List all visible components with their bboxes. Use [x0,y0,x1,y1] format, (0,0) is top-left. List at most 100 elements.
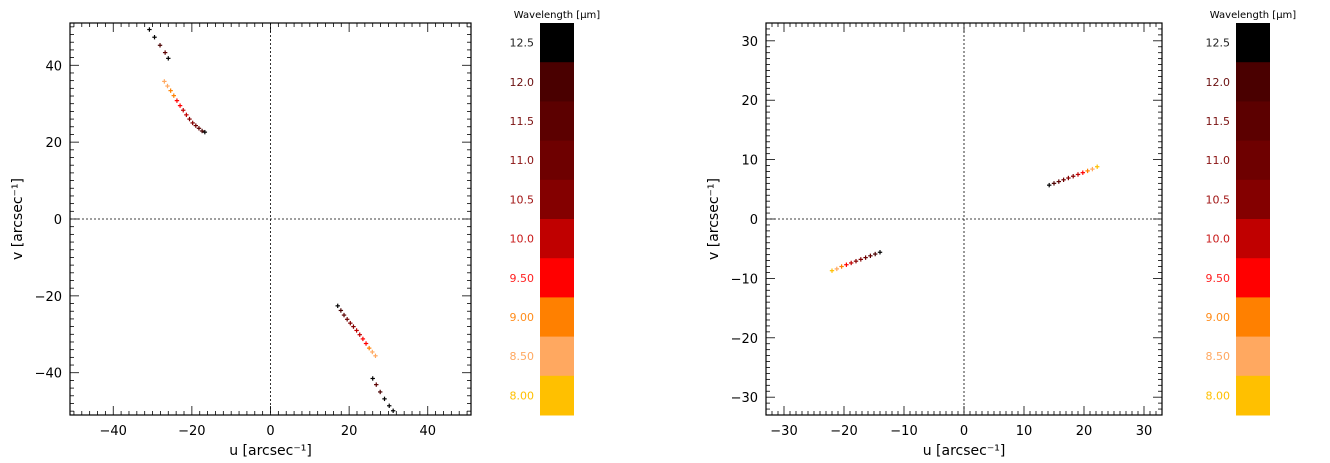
uv-point [190,120,195,126]
uv-point [181,108,186,113]
colorbar-label: 11.5 [1206,115,1231,128]
uv-point [341,312,347,318]
uv-point [1061,177,1066,182]
x-tick-label: 20 [341,424,358,439]
colorbar-label: 10.5 [510,193,535,206]
y-tick-label: 30 [741,35,758,50]
left-uv-plot: −40 −20 0 20 40 −40 −20 0 20 40 u [arcsec⁻¹] v [arc… [10,22,472,459]
colorbar-swatch [1236,336,1270,377]
uv-point [1047,182,1052,188]
uv-point [344,317,350,322]
uv-point [382,396,387,402]
colorbar-swatch [1236,140,1270,181]
x-tick-label: −20 [178,424,205,439]
colorbar-swatch [1236,101,1270,142]
x-tick-label: 30 [1136,424,1153,439]
uv-point [1085,168,1090,174]
colorbar-label: 9.00 [1206,311,1231,324]
uv-point [873,251,878,257]
uv-point [373,353,378,359]
uv-point [351,324,356,329]
colorbar-label: 12.0 [510,76,535,89]
uv-point [370,376,375,381]
y-tick-label: −40 [35,367,62,382]
colorbar-label: 12.5 [510,37,535,50]
y-tick-label: −20 [35,290,62,305]
uv-point [390,408,396,413]
y-tick-label: −20 [731,332,758,347]
y-tick-label: 10 [741,154,758,169]
colorbar-swatch [1236,219,1270,259]
uv-point [868,253,873,259]
uv-point [157,43,163,48]
colorbar-swatch [540,62,574,102]
x-tick-label: 20 [1076,424,1093,439]
uv-point [1090,166,1095,172]
uv-point [196,126,202,131]
x-tick-label: −10 [890,424,917,439]
colorbar-swatch [540,179,574,220]
uv-point [858,257,863,262]
colorbar-label: 11.0 [510,154,535,167]
uv-point [853,258,859,264]
uv-point [348,320,353,326]
colorbar-swatch [540,23,574,63]
uv-point [877,250,883,255]
colorbar-swatch [1236,23,1270,63]
uv-point [1071,174,1076,179]
uv-point [829,268,835,273]
x-tick-label: 0 [960,424,968,439]
colorbar-swatch [540,219,574,259]
uv-point [366,345,372,351]
colorbar-label: 12.0 [1206,76,1231,89]
right-uv-plot: −30 −20 −10 0 10 20 30 −30 −20 −10 0 10 20 30 u [arcse… [706,22,1163,459]
colorbar-swatch [540,375,574,416]
uv-point [834,266,839,272]
colorbar-swatch [1236,179,1270,220]
uv-point [162,79,167,84]
colorbar-label: 9.50 [1206,272,1231,285]
uv-point [177,103,183,108]
y-tick-label: 0 [54,213,62,228]
x-tick-label: 0 [266,424,274,439]
uv-point [1051,181,1057,186]
colorbar-title: Wavelength [μm] [1210,10,1297,21]
colorbar-label: 10.0 [510,233,535,246]
colorbar-label: 10.5 [1206,193,1231,206]
colorbar-swatch [540,258,574,298]
uv-point [199,128,205,134]
colorbar-label: 8.50 [1206,350,1231,363]
colorbar-label: 12.5 [1206,37,1231,50]
x-tick-label: 10 [1016,424,1033,439]
colorbar-label: 9.50 [510,272,535,285]
uv-point [849,260,854,266]
colorbar-swatch [540,101,574,142]
colorbar-swatch [1236,297,1270,338]
uv-point [357,332,362,337]
colorbar-label: 8.00 [510,389,535,402]
y-tick-label: 20 [45,136,62,151]
colorbar-label: 8.00 [1206,389,1231,402]
uv-point [1075,172,1081,177]
uv-point [338,308,344,313]
colorbar-swatch [540,297,574,338]
x-tick-label: 40 [419,424,436,439]
uv-point [1056,179,1061,184]
y-tick-label: 40 [45,59,62,74]
colorbar-swatch [1236,62,1270,102]
uv-point [147,27,152,32]
y-tick-label: 20 [741,94,758,109]
left-wavelength-colorbar: Wavelength [μm] 12.5 12.0 11.5 11.0 10.5 10.0 9… [510,10,600,416]
colorbar-swatch [540,336,574,377]
uv-point [187,116,192,122]
x-tick-label: −40 [100,424,127,439]
uv-point [162,50,168,55]
colorbar-label: 10.0 [1206,233,1231,246]
y-tick-label: −30 [731,391,758,406]
colorbar-swatch [540,140,574,181]
uv-point [377,389,383,395]
uv-point [335,303,340,309]
x-axis-label: u [arcsec⁻¹] [923,443,1006,459]
right-wavelength-colorbar: Wavelength [μm] 12.5 12.0 11.5 11.0 10.5 10.0 9… [1206,10,1297,416]
